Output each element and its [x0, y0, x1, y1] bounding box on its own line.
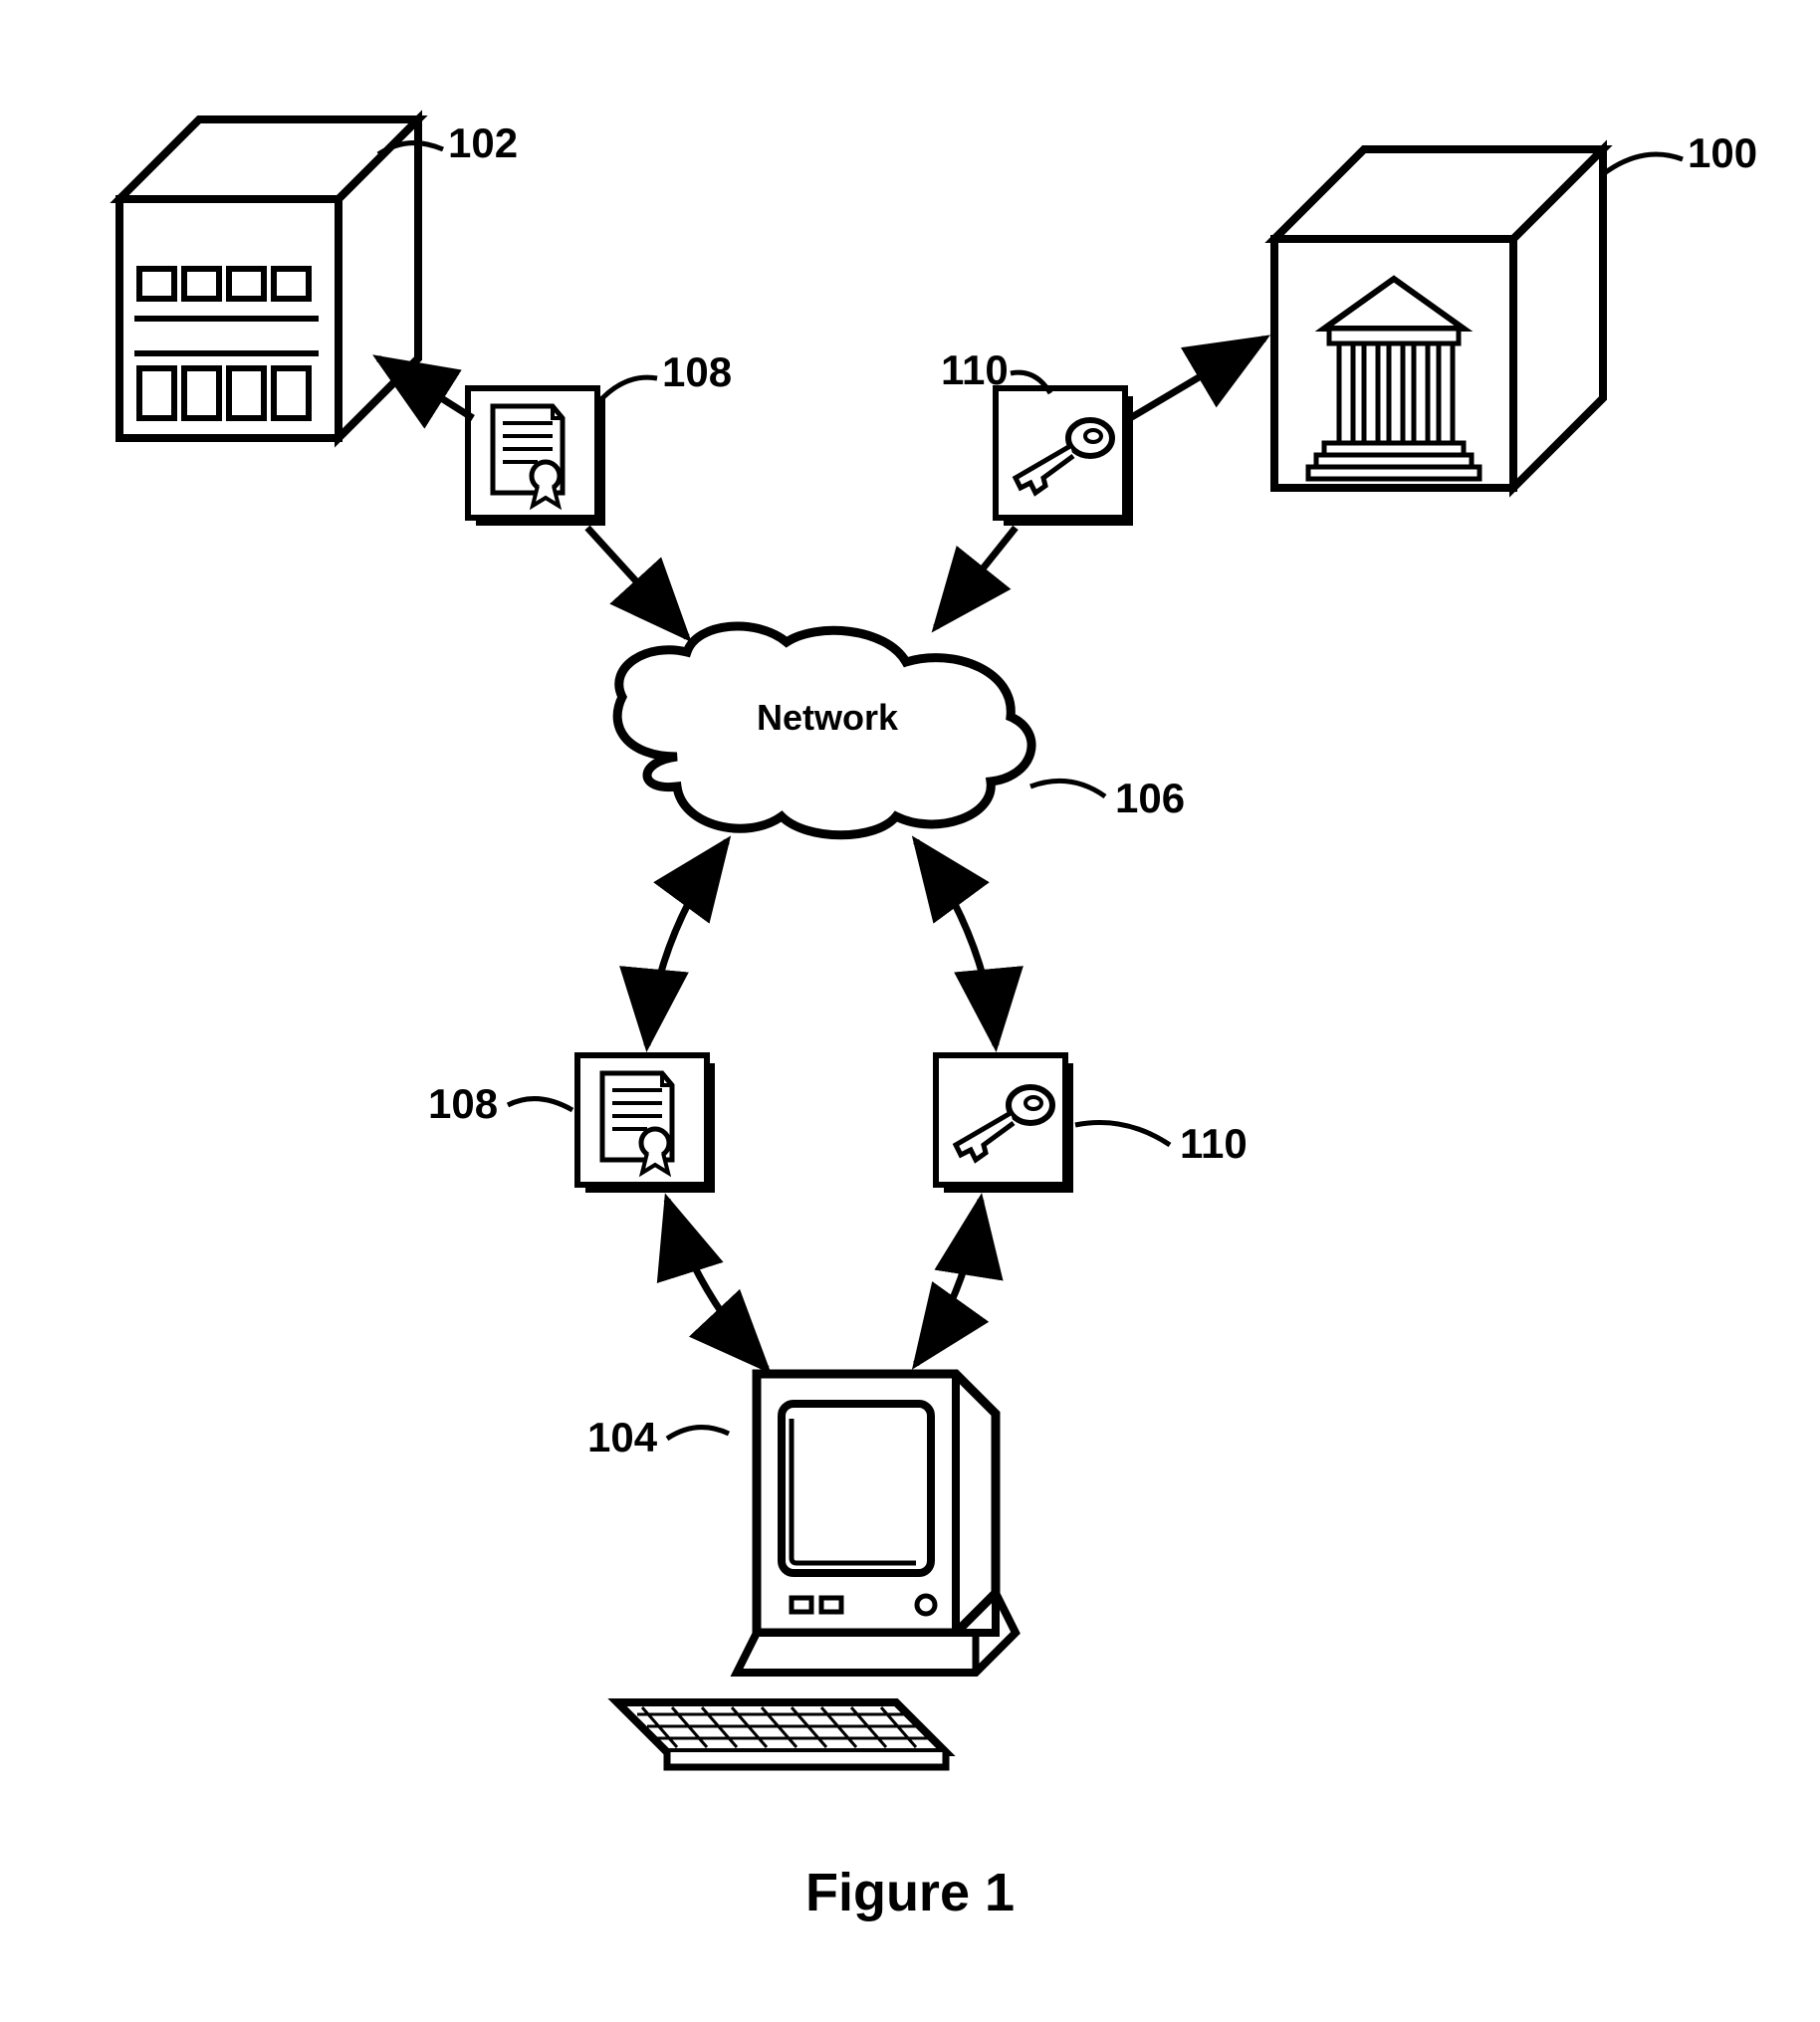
edge-arrow [647, 841, 727, 1045]
diagram-container: 102 100 108 110 106 108 110 104 Network … [0, 0, 1820, 2022]
node-label: 110 [941, 346, 1009, 394]
leader-line [1030, 781, 1105, 796]
office-building-icon [119, 119, 418, 438]
node-label: 100 [1688, 129, 1757, 177]
leader-line [508, 1099, 572, 1110]
leader-line [1075, 1123, 1170, 1146]
edge-arrow [916, 841, 996, 1045]
node-label: 104 [587, 1414, 657, 1461]
edge-arrow [1130, 338, 1264, 418]
edge-arrow [936, 528, 1016, 627]
edge-arrow [916, 1200, 981, 1364]
certificate-icon [577, 1055, 715, 1193]
edge-arrow [587, 528, 687, 637]
leader-line [1603, 154, 1683, 174]
edge-arrow [667, 1200, 767, 1369]
node-label: 102 [448, 119, 518, 167]
leader-line [602, 377, 657, 398]
figure-title: Figure 1 [0, 1862, 1820, 1923]
certificate-icon [468, 388, 605, 526]
node-label: 110 [1180, 1120, 1248, 1168]
node-label: 108 [428, 1080, 498, 1128]
diagram-svg [0, 0, 1820, 2022]
node-label: 106 [1115, 775, 1185, 822]
node-label: 108 [662, 348, 732, 396]
key-icon [996, 388, 1133, 526]
leader-line [667, 1428, 729, 1439]
key-icon [936, 1055, 1073, 1193]
network-label: Network [757, 697, 898, 739]
bank-building-icon [1274, 149, 1603, 488]
